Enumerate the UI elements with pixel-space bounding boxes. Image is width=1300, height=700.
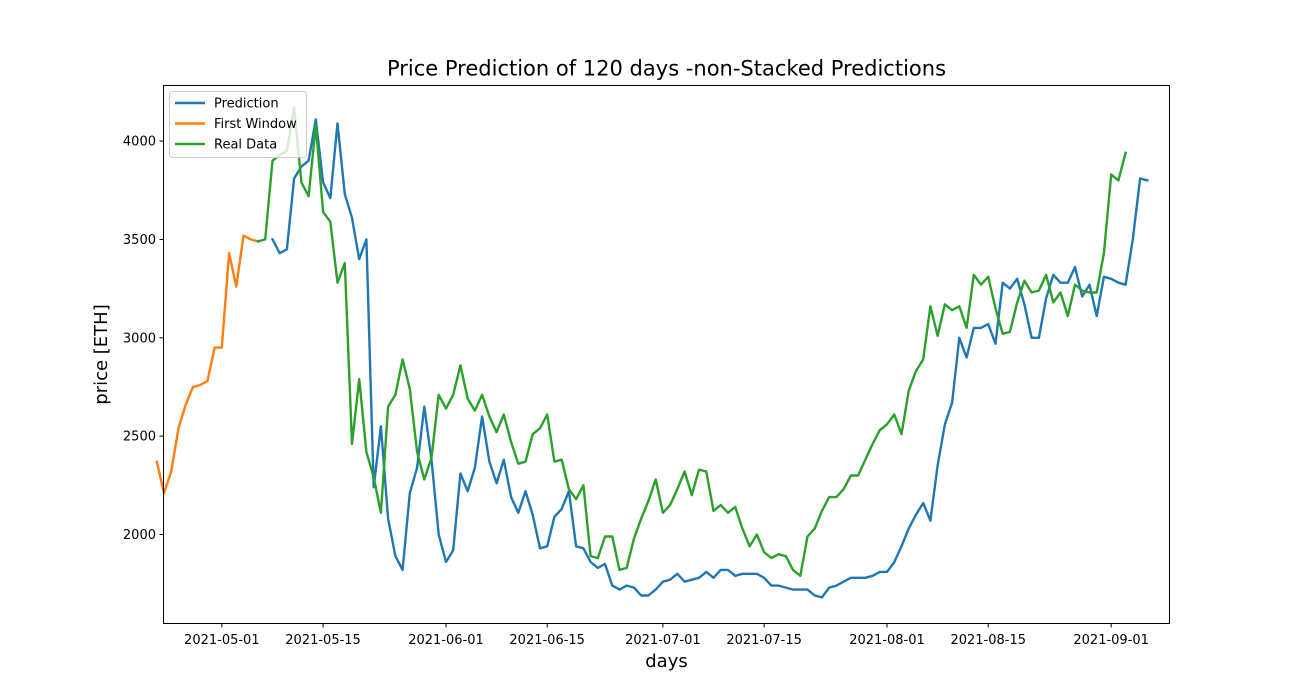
y-tick-label: 3500	[123, 233, 156, 248]
x-tick-label: 2021-07-01	[625, 633, 701, 648]
x-tick-label: 2021-08-01	[849, 633, 925, 648]
legend-label-real-data: Real Data	[214, 138, 277, 153]
plot-lines	[155, 106, 1149, 599]
y-axis: 2000 2500 3000 3500 4000	[123, 135, 164, 543]
legend-box	[169, 91, 307, 158]
y-tick-label: 2000	[123, 528, 156, 543]
y-tick-label: 4000	[123, 135, 156, 150]
x-axis: 2021-05-01 2021-05-15 2021-06-01 2021-06-15…	[184, 623, 1149, 648]
y-axis-title: price [ETH]	[91, 304, 112, 404]
y-tick-label: 3000	[123, 331, 156, 346]
plot-frame	[163, 85, 1170, 624]
series-line-first-window	[155, 234, 260, 495]
x-tick-label: 2021-08-15	[950, 633, 1026, 648]
x-tick-label: 2021-06-15	[509, 633, 585, 648]
y-tick-label: 2500	[123, 430, 156, 445]
legend-label-first-window: First Window	[214, 117, 297, 132]
legend-label-prediction: Prediction	[214, 97, 279, 112]
x-axis-title: days	[645, 651, 688, 672]
x-tick-label: 2021-07-15	[726, 633, 802, 648]
chart-title: Price Prediction of 120 days -non-Stacke…	[387, 57, 946, 81]
legend: Prediction First Window Real Data	[169, 91, 307, 158]
x-tick-label: 2021-05-15	[285, 633, 361, 648]
x-tick-label: 2021-09-01	[1073, 633, 1149, 648]
x-tick-label: 2021-05-01	[184, 633, 260, 648]
series-line-real-data	[256, 106, 1128, 577]
x-tick-label: 2021-06-01	[408, 633, 484, 648]
